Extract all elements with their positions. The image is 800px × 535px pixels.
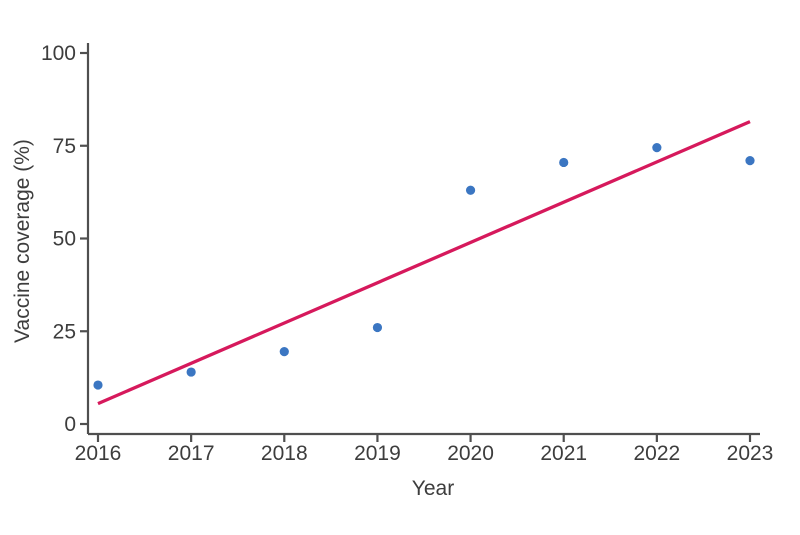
- data-point: [559, 157, 569, 168]
- data-point: [279, 347, 289, 357]
- x-tick-label: 2018: [261, 442, 308, 465]
- x-tick-label: 2020: [447, 442, 494, 465]
- y-tick-label: 50: [53, 228, 76, 251]
- x-axis-title: Year: [411, 477, 455, 500]
- x-tick-label: 2022: [633, 442, 680, 465]
- data-point: [652, 143, 662, 153]
- data-point: [186, 367, 196, 377]
- y-tick-label: 25: [53, 320, 76, 343]
- y-tick-label: 75: [53, 135, 76, 158]
- y-tick-label: 0: [64, 413, 76, 436]
- data-point: [465, 185, 476, 195]
- x-tick-label: 2021: [540, 442, 587, 465]
- x-tick-label: 2017: [168, 442, 215, 465]
- x-tick-label: 2016: [75, 442, 122, 465]
- x-tick-label: 2023: [727, 442, 774, 465]
- trend-line: [97, 120, 751, 406]
- x-tick-label: 2019: [354, 442, 401, 465]
- data-point: [93, 380, 103, 390]
- y-tick-label: 100: [41, 42, 76, 65]
- data-point: [745, 155, 755, 166]
- data-point: [372, 322, 383, 333]
